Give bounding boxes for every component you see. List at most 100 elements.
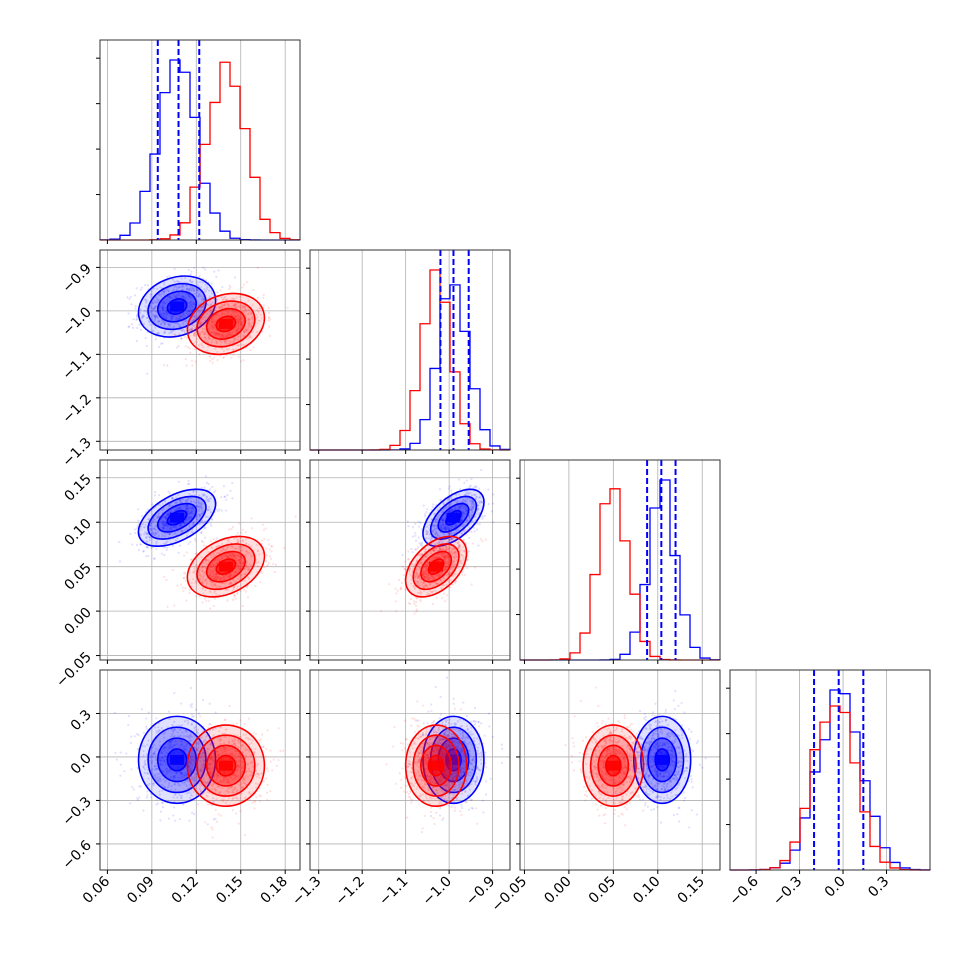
sample-point <box>470 513 473 516</box>
sample-point <box>478 501 481 505</box>
sample-point <box>426 593 429 596</box>
sample-point <box>208 508 211 511</box>
sample-point <box>232 353 235 356</box>
sample-point <box>190 768 193 771</box>
sample-point <box>158 310 161 313</box>
sample-point <box>268 555 271 558</box>
sample-point <box>198 787 201 790</box>
sample-point <box>233 305 236 308</box>
sample-point <box>242 320 245 323</box>
sample-point <box>195 579 198 582</box>
sample-point <box>134 294 137 297</box>
sample-point <box>422 557 425 560</box>
sample-point <box>170 728 173 731</box>
sample-point <box>244 531 247 534</box>
sample-point <box>136 527 139 530</box>
sample-point <box>423 575 426 578</box>
sample-point <box>230 356 233 359</box>
sample-point <box>210 326 213 329</box>
sample-point <box>171 568 174 572</box>
sample-point <box>425 555 428 558</box>
sample-point <box>440 524 443 527</box>
sample-point <box>214 319 218 323</box>
sample-point <box>432 557 435 560</box>
sample-point <box>148 759 151 763</box>
sample-point <box>153 527 157 531</box>
sample-point <box>184 518 187 522</box>
sample-point <box>146 771 149 775</box>
sample-point <box>223 302 227 305</box>
sample-point <box>448 485 451 488</box>
sample-point <box>197 742 200 745</box>
sample-point <box>177 280 180 283</box>
sample-point <box>444 561 447 565</box>
sample-point <box>146 794 149 797</box>
sample-point <box>200 507 204 510</box>
sample-point <box>200 530 203 534</box>
sample-point <box>238 559 241 562</box>
sample-point <box>214 313 218 316</box>
sample-point <box>407 550 410 553</box>
sample-point <box>190 300 193 304</box>
sample-point <box>193 333 196 336</box>
sample-point <box>161 307 164 310</box>
sample-point <box>155 531 158 534</box>
sample-point <box>208 599 211 603</box>
sample-point <box>191 506 194 510</box>
sample-point <box>294 515 297 518</box>
sample-point <box>457 543 461 546</box>
sample-point <box>215 562 218 565</box>
sample-point <box>138 796 141 799</box>
sample-point <box>247 308 250 311</box>
sample-point <box>146 284 150 287</box>
sample-point <box>134 531 137 535</box>
sample-point <box>192 778 195 781</box>
sample-point <box>473 485 477 488</box>
sample-point <box>156 514 159 517</box>
sample-point <box>210 524 213 527</box>
sample-point <box>199 513 202 516</box>
sample-point <box>452 526 455 529</box>
sample-point <box>463 523 466 526</box>
sample-point <box>175 772 179 775</box>
sample-point <box>425 532 428 535</box>
sample-point <box>210 331 213 334</box>
sample-point <box>434 520 437 523</box>
sample-point <box>228 334 231 337</box>
sample-point <box>457 507 460 510</box>
sample-point <box>412 565 416 568</box>
sample-point <box>443 527 447 530</box>
sample-point <box>166 275 169 279</box>
sample-point <box>230 582 233 585</box>
sample-point <box>152 531 155 535</box>
sample-point <box>463 512 466 515</box>
sample-point <box>172 776 176 779</box>
sample-point <box>461 514 464 517</box>
sample-point <box>465 479 469 482</box>
sample-point <box>212 818 215 821</box>
sample-point <box>155 301 158 304</box>
sample-point <box>436 556 439 559</box>
sample-point <box>219 576 222 580</box>
sample-point <box>457 540 460 544</box>
sample-point <box>429 550 432 553</box>
sample-point <box>210 282 213 285</box>
sample-point <box>208 488 212 491</box>
sample-point <box>490 510 494 513</box>
sample-point <box>443 537 446 540</box>
sample-point <box>166 772 169 775</box>
sample-point <box>419 599 422 603</box>
sample-point <box>214 558 217 562</box>
sample-point <box>262 293 265 297</box>
sample-point <box>188 507 191 510</box>
sample-point <box>168 314 172 317</box>
sample-point <box>286 306 289 309</box>
sample-point <box>152 518 155 521</box>
sample-point <box>235 559 238 562</box>
sample-point <box>388 583 391 586</box>
sample-point <box>164 780 167 784</box>
sample-point <box>166 512 169 516</box>
sample-point <box>198 769 202 772</box>
sample-point <box>135 543 139 547</box>
sample-point <box>466 519 469 522</box>
